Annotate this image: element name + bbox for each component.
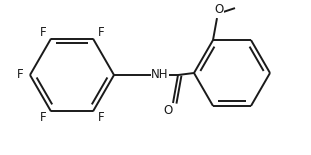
- Text: O: O: [214, 3, 224, 16]
- Text: O: O: [163, 104, 173, 117]
- Text: NH: NH: [151, 67, 169, 80]
- Text: F: F: [98, 111, 104, 124]
- Text: F: F: [98, 26, 104, 39]
- Text: F: F: [17, 69, 23, 82]
- Text: F: F: [40, 111, 46, 124]
- Text: F: F: [40, 26, 46, 39]
